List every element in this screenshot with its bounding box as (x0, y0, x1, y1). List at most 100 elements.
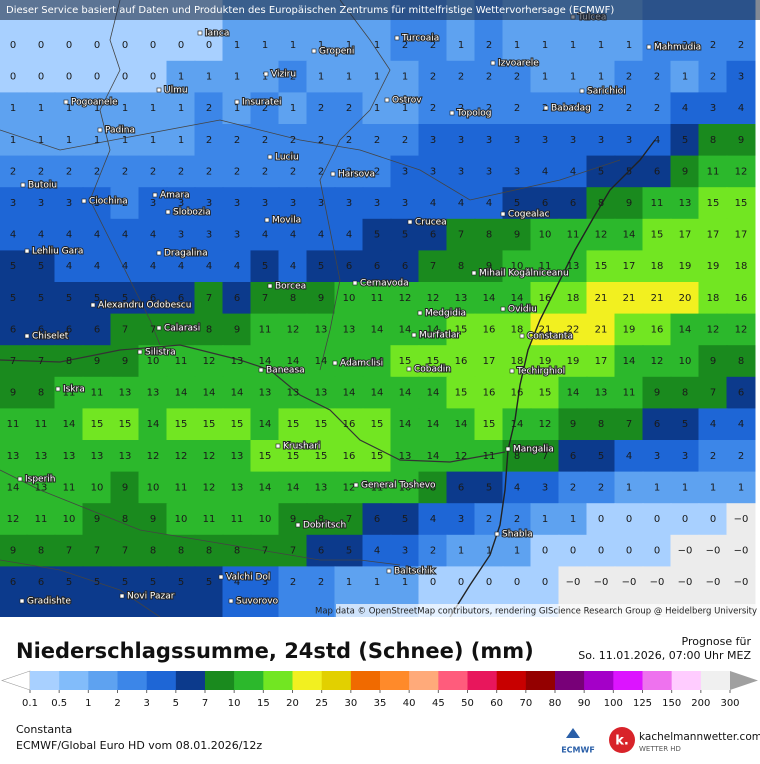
grid-value: 5 (94, 577, 100, 588)
city-label: Cobadin (414, 365, 451, 375)
grid-cell (222, 60, 252, 93)
legend-label: 80 (549, 698, 562, 709)
grid-cell (54, 155, 84, 188)
grid-value: 8 (38, 388, 44, 399)
grid-value: 12 (427, 293, 440, 304)
grid-value: 8 (598, 198, 604, 209)
grid-value: 15 (455, 324, 468, 335)
legend-box (59, 671, 89, 690)
grid-value: 0 (94, 72, 100, 83)
city-dot (500, 306, 506, 312)
grid-value: 12 (203, 482, 216, 493)
grid-value: 2 (150, 166, 156, 177)
city-label: Novi Pazar (127, 592, 175, 602)
grid-value: 1 (458, 546, 464, 557)
legend-box (467, 671, 497, 690)
grid-cell (222, 187, 252, 220)
legend-box (146, 671, 177, 690)
grid-cell (558, 440, 588, 473)
grid-cell (26, 313, 56, 346)
grid-cell (390, 471, 420, 504)
grid-value: 3 (458, 135, 464, 146)
grid-cell (418, 187, 448, 220)
grid-value: 12 (707, 324, 720, 335)
city-dot (353, 482, 359, 488)
grid-cell (390, 534, 420, 567)
grid-cell (586, 503, 616, 536)
city-dot (55, 386, 61, 392)
grid-value: 4 (458, 198, 464, 209)
city-label: Murfatlar (419, 331, 460, 341)
grid-cell (82, 566, 112, 618)
grid-value: 5 (682, 419, 688, 430)
grid-cell (586, 218, 616, 251)
grid-cell (0, 534, 28, 567)
grid-cell (362, 408, 392, 441)
city-dot (24, 248, 30, 254)
grid-cell (222, 566, 252, 618)
city-label: Ciochina (89, 197, 128, 207)
grid-value: 3 (94, 198, 100, 209)
grid-cell (26, 503, 56, 536)
grid-cell (54, 408, 84, 441)
grid-value: 0 (10, 72, 16, 83)
grid-cell (530, 218, 560, 251)
grid-value: 12 (735, 324, 748, 335)
grid-value: 8 (206, 546, 212, 557)
grid-cell (278, 187, 308, 220)
grid-value: 14 (483, 293, 496, 304)
grid-value: 1 (346, 72, 352, 83)
grid-value: 4 (178, 261, 184, 272)
grid-value: 12 (343, 482, 356, 493)
grid-value: 4 (430, 514, 436, 525)
grid-cell (250, 155, 280, 188)
grid-value: 6 (10, 324, 16, 335)
city-label: Izvoarele (498, 59, 539, 69)
city-label: Amara (160, 191, 190, 201)
grid-cell (558, 376, 588, 409)
grid-value: 3 (514, 135, 520, 146)
grid-cell (726, 376, 756, 409)
city-label: Techirghiol (516, 367, 565, 377)
grid-cell (26, 440, 56, 473)
grid-cell (82, 124, 112, 157)
grid-cell (138, 345, 168, 378)
grid-value: 5 (38, 261, 44, 272)
city-label: Mangalia (513, 445, 554, 455)
grid-cell (474, 92, 504, 125)
grid-cell (418, 408, 448, 441)
grid-value: 9 (122, 356, 128, 367)
grid-cell (194, 92, 224, 125)
grid-cell (698, 282, 728, 315)
grid-cell (642, 60, 672, 93)
grid-value: 2 (738, 40, 744, 51)
grid-cell (698, 187, 728, 220)
grid-value: 4 (290, 230, 296, 241)
grid-cell (54, 566, 84, 618)
grid-cell (222, 250, 252, 283)
grid-value: 3 (234, 198, 240, 209)
grid-value: 14 (679, 324, 692, 335)
legend-box (205, 671, 235, 690)
grid-cell (278, 534, 308, 567)
grid-value: 4 (346, 230, 352, 241)
legend-label: 90 (578, 698, 591, 709)
grid-value: 12 (203, 451, 216, 462)
grid-cell (502, 534, 532, 567)
grid-cell (418, 534, 448, 567)
grid-value: 8 (66, 356, 72, 367)
grid-cell (726, 408, 756, 441)
grid-cell (726, 471, 756, 504)
grid-value: 17 (483, 356, 496, 367)
grid-cell (670, 408, 700, 441)
grid-value: 5 (38, 293, 44, 304)
grid-value: 12 (455, 451, 468, 462)
grid-cell (250, 187, 280, 220)
grid-cell (362, 471, 392, 504)
legend-box (438, 671, 468, 690)
grid-cell (0, 376, 28, 409)
grid-value: 19 (539, 356, 552, 367)
grid-value: 1 (234, 103, 240, 114)
grid-value: 0 (458, 577, 464, 588)
grid-cell (194, 250, 224, 283)
